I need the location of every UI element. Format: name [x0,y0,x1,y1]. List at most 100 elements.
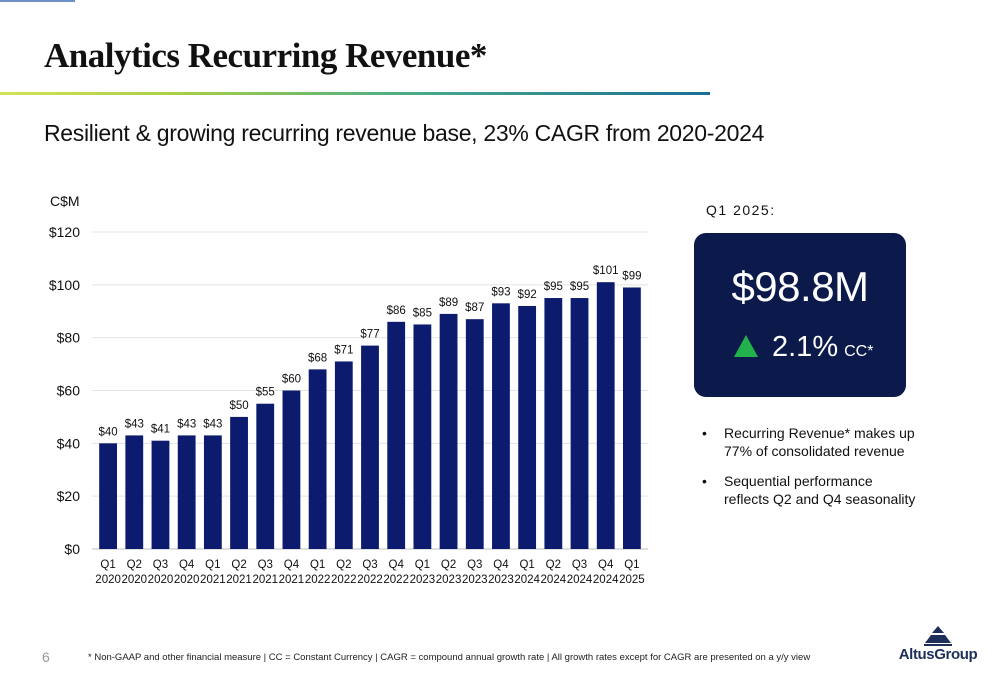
bar [361,345,379,549]
x-tick-label: Q3 [258,559,273,571]
logo-mark-icon [924,626,952,646]
x-tick-label: 2023 [410,574,436,586]
bar-value-label: $60 [282,374,301,386]
footnote: * Non-GAAP and other financial measure |… [88,652,811,663]
x-tick-label: Q4 [284,559,300,571]
page-number: 6 [42,649,50,665]
slide-title: Analytics Recurring Revenue* [44,36,487,75]
x-tick-label: Q3 [572,559,587,571]
bar [492,303,510,549]
chart-labels: C$M $0 $20 $40 $60 $80 $100 $120 $40 Q1 2020 $43 Q2 2… [49,193,645,586]
x-tick-label: 2021 [279,574,305,586]
x-tick-label: Q1 [100,559,115,571]
bar-value-label: $40 [99,426,118,438]
bullet-list: • Recurring Revenue* makes up 77% of cons… [700,424,920,520]
bar-value-label: $99 [622,270,641,282]
bar-value-label: $68 [308,352,327,364]
x-tick-label: 2020 [121,574,147,586]
bar-value-label: $85 [413,307,432,319]
x-tick-label: 2023 [436,574,462,586]
y-tick-label: $120 [49,224,80,240]
kpi-change-basis: CC* [844,343,874,360]
bar [544,298,563,549]
title-gradient-rule [0,92,710,95]
bar-value-label: $43 [203,418,222,430]
y-tick-label: $0 [64,541,80,557]
up-triangle-icon [734,335,758,357]
recurring-revenue-bar-chart: C$M $0 $20 $40 $60 $80 $100 $120 $40 Q1 2020 $43 Q2 2… [49,193,648,586]
x-tick-label: Q2 [441,559,456,571]
x-tick-label: 2020 [174,574,200,586]
x-tick-label: Q4 [389,559,405,571]
slide-subtitle: Resilient & growing recurring revenue ba… [44,120,765,146]
x-tick-label: Q2 [231,559,246,571]
x-tick-label: Q1 [624,559,639,571]
logo-text: AltusGroup [898,646,978,663]
altus-group-logo: AltusGroup [898,626,978,670]
x-tick-label: Q4 [598,559,614,571]
x-tick-label: 2024 [514,574,540,586]
bar-value-label: $89 [439,297,458,309]
kpi-period-label: Q1 2025: [706,202,776,218]
x-tick-label: 2022 [331,574,357,586]
bar-value-label: $95 [544,281,563,293]
bar [465,319,484,549]
top-accent-bar [0,0,75,2]
bar [151,440,170,549]
kpi-change-row: 2.1% CC* [734,331,874,363]
kpi-value: $98.8M [731,263,869,310]
bar-value-label: $71 [334,344,353,356]
x-tick-label: Q1 [310,559,325,571]
bullet-text: Recurring Revenue* makes up 77% of conso… [724,425,915,459]
x-tick-label: 2020 [95,574,121,586]
x-tick-label: Q1 [519,559,534,571]
bullet-item: • Recurring Revenue* makes up 77% of cons… [702,425,915,459]
x-tick-label: 2024 [541,574,567,586]
bar [256,403,275,549]
x-tick-label: Q3 [467,559,482,571]
bar [623,287,641,549]
bar [439,313,458,549]
bar-value-label: $93 [491,286,510,298]
bar-value-label: $77 [360,329,379,341]
bar-value-label: $50 [229,400,248,412]
x-tick-label: Q2 [127,559,142,571]
bar [282,390,301,549]
bar [387,321,406,549]
x-tick-label: 2021 [200,574,226,586]
x-tick-label: 2021 [226,574,252,586]
x-tick-label: Q1 [205,559,220,571]
bar [99,443,117,549]
bullet-item: • Sequential performance reflects Q2 and … [702,473,916,507]
x-tick-label: 2024 [593,574,619,586]
bar-value-label: $41 [151,424,170,436]
bar [334,361,353,549]
bar-value-label: $43 [177,418,196,430]
bar [570,298,589,549]
x-tick-label: 2022 [383,574,409,586]
x-tick-label: Q1 [415,559,430,571]
bar [125,435,144,549]
y-axis-label: C$M [50,193,80,209]
x-tick-label: Q3 [362,559,377,571]
bar-value-label: $95 [570,281,589,293]
x-tick-label: Q2 [336,559,351,571]
bar-value-label: $86 [387,305,406,317]
bar [177,435,196,549]
bar [596,282,615,549]
x-tick-label: Q2 [546,559,561,571]
bar-value-label: $87 [465,302,484,314]
x-tick-label: 2022 [357,574,383,586]
bar-value-label: $92 [518,289,537,301]
x-tick-label: 2023 [462,574,488,586]
x-tick-label: 2025 [619,574,645,586]
y-tick-label: $100 [49,277,80,293]
x-tick-label: 2022 [305,574,331,586]
y-tick-label: $80 [57,330,81,346]
bar [413,324,432,549]
x-tick-label: 2024 [567,574,593,586]
bar [308,369,327,549]
bar [203,435,222,549]
x-tick-label: 2021 [252,574,278,586]
kpi-change-value: 2.1% [772,331,839,363]
